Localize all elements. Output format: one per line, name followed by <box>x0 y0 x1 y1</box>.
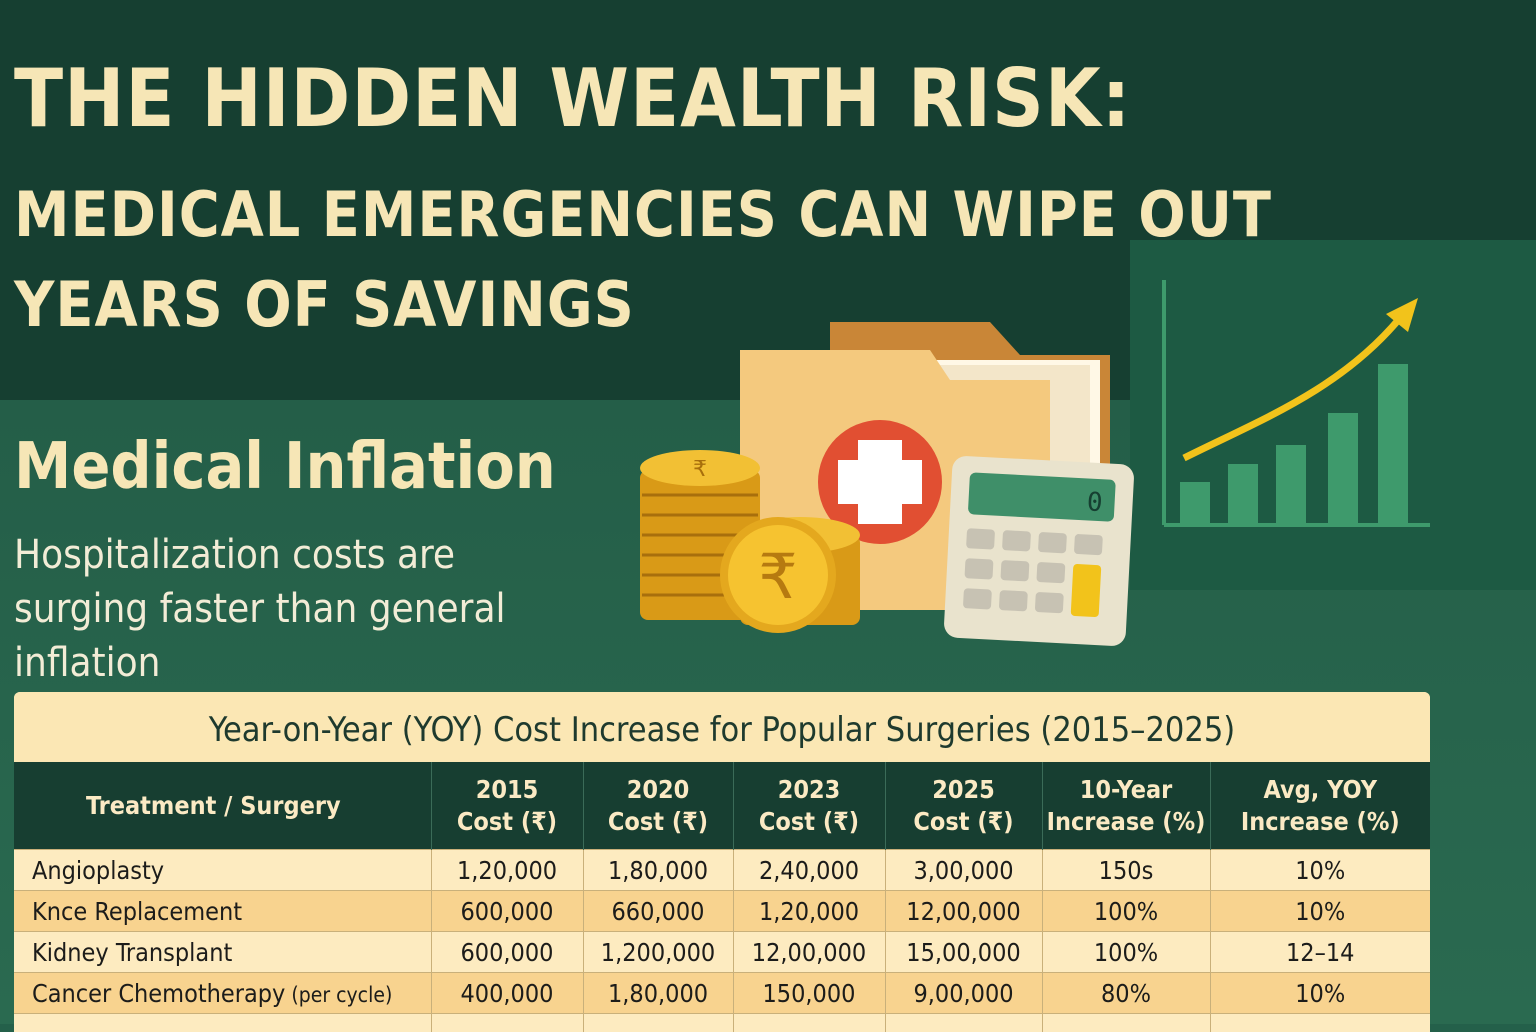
calculator-display: 0 <box>1086 487 1103 518</box>
rupee-coin-icon: ₹ <box>720 517 836 633</box>
table-row: Angioplasty 1,20,000 1,80,000 2,40,000 3… <box>14 850 1430 891</box>
finance-illustration: ₹ ₹ 0 <box>630 310 1150 650</box>
cell-10-year-increase: 150s <box>1042 850 1210 891</box>
cell-cost-2025: 12,00,000 <box>885 891 1042 932</box>
cell-cost-2020: 1,80,000 <box>583 973 733 1014</box>
treatment-name: Cancer Chemotherapy <box>32 979 285 1008</box>
cell-cost-2020: 1,80,000 <box>583 850 733 891</box>
table-row: Kidney Transplant 600,000 1,200,000 12,0… <box>14 932 1430 973</box>
cell-treatment: Knce Replacement <box>14 891 431 932</box>
cell-cost-2023: 1,20,000 <box>733 891 885 932</box>
rupee-symbol: ₹ <box>758 540 797 613</box>
cell-cost-2020: 660,000 <box>583 891 733 932</box>
table-row: Cancer Chemotherapy (per cycle) 400,000 … <box>14 973 1430 1014</box>
cell-avg-yoy-increase: 10% <box>1210 973 1430 1014</box>
column-header-treatment: Treatment / Surgery <box>14 762 431 850</box>
cell-cost-2023: 2,40,000 <box>733 850 885 891</box>
section-heading: Medical Inflation <box>14 430 556 504</box>
rising-bar-chart-icon <box>1150 270 1450 540</box>
page-title-line-1: THE HIDDEN WEALTH RISK: <box>14 52 1131 145</box>
calculator-icon: 0 <box>943 455 1134 646</box>
cell-avg-yoy-increase: 12–14 <box>1210 932 1430 973</box>
cell-cost-2015: 600,000 <box>431 891 583 932</box>
cell-cost-2025: 9,00,000 <box>885 973 1042 1014</box>
treatment-note: (per cycle) <box>285 983 392 1007</box>
cell-cost-2020: 1,200,000 <box>583 932 733 973</box>
cell-10-year-increase: 100% <box>1042 932 1210 973</box>
table-row: Knce Replacement 600,000 660,000 1,20,00… <box>14 891 1430 932</box>
table-caption: Year-on-Year (YOY) Cost Increase for Pop… <box>14 692 1430 762</box>
cell-cost-2023: 12,00,000 <box>733 932 885 973</box>
cell-avg-yoy-increase: 10% <box>1210 850 1430 891</box>
cell-cost-2015: 1,20,000 <box>431 850 583 891</box>
cell-treatment: Angioplasty <box>14 850 431 891</box>
page-title-line-3: YEARS OF SAVINGS <box>14 268 635 341</box>
surgery-cost-table: Year-on-Year (YOY) Cost Increase for Pop… <box>14 692 1430 1032</box>
coin-symbol: ₹ <box>693 457 707 482</box>
cell-cost-2023: 150,000 <box>733 973 885 1014</box>
cell-10-year-increase: 100% <box>1042 891 1210 932</box>
section-description: Hospitalization costs are surging faster… <box>14 528 574 690</box>
page-title-line-2: MEDICAL EMERGENCIES CAN WIPE OUT <box>14 178 1272 251</box>
cell-cost-2025: 3,00,000 <box>885 850 1042 891</box>
table-row-partial <box>14 1014 1430 1032</box>
cell-treatment: Kidney Transplant <box>14 932 431 973</box>
cell-cost-2015: 600,000 <box>431 932 583 973</box>
cell-cost-2025: 15,00,000 <box>885 932 1042 973</box>
cell-10-year-increase: 80% <box>1042 973 1210 1014</box>
cell-cost-2015: 400,000 <box>431 973 583 1014</box>
cell-treatment: Cancer Chemotherapy (per cycle) <box>14 973 431 1014</box>
cell-avg-yoy-increase: 10% <box>1210 891 1430 932</box>
